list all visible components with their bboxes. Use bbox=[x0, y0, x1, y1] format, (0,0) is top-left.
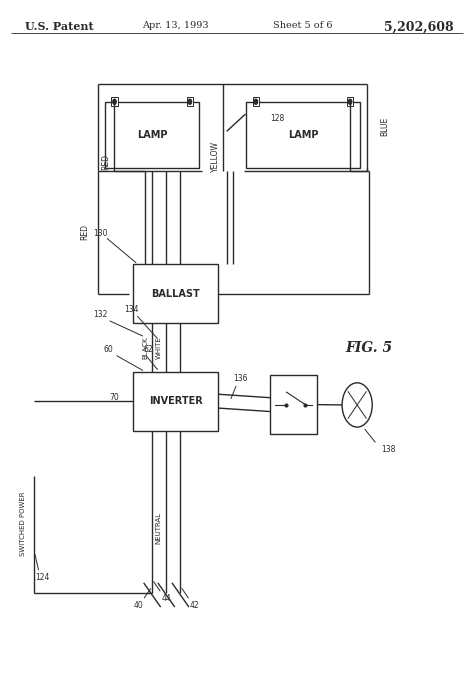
Bar bbox=[133, 372, 218, 431]
Text: WHITE: WHITE bbox=[156, 336, 162, 359]
Text: 62: 62 bbox=[144, 345, 153, 354]
Text: INVERTER: INVERTER bbox=[149, 396, 202, 406]
Bar bbox=[111, 97, 118, 106]
Text: RED: RED bbox=[101, 154, 110, 170]
Text: 42: 42 bbox=[190, 600, 200, 610]
Bar bbox=[253, 97, 259, 106]
Text: Apr. 13, 1993: Apr. 13, 1993 bbox=[142, 21, 209, 30]
Text: 60: 60 bbox=[104, 345, 114, 354]
Text: BLACK: BLACK bbox=[142, 336, 148, 359]
Bar bbox=[270, 375, 317, 434]
Text: 5,202,608: 5,202,608 bbox=[384, 21, 454, 34]
Text: NEUTRAL: NEUTRAL bbox=[155, 512, 161, 543]
Text: BLUE: BLUE bbox=[380, 116, 389, 136]
Text: RED: RED bbox=[80, 224, 89, 240]
Circle shape bbox=[348, 99, 352, 104]
Circle shape bbox=[188, 99, 191, 104]
Bar bbox=[187, 97, 193, 106]
Text: LAMP: LAMP bbox=[137, 130, 167, 140]
Text: 128: 128 bbox=[270, 115, 284, 124]
Text: BALLAST: BALLAST bbox=[151, 289, 200, 299]
Bar bbox=[246, 101, 359, 167]
Bar bbox=[347, 97, 353, 106]
Circle shape bbox=[254, 99, 257, 104]
Text: 40: 40 bbox=[134, 601, 144, 610]
Text: U.S. Patent: U.S. Patent bbox=[25, 21, 93, 32]
Text: SWITCHED POWER: SWITCHED POWER bbox=[19, 492, 26, 556]
Text: Sheet 5 of 6: Sheet 5 of 6 bbox=[273, 21, 333, 30]
Circle shape bbox=[113, 99, 116, 104]
Text: LAMP: LAMP bbox=[288, 130, 318, 140]
Text: FIG. 5: FIG. 5 bbox=[346, 341, 392, 354]
Text: 130: 130 bbox=[93, 229, 108, 238]
Text: 132: 132 bbox=[93, 310, 108, 319]
Bar bbox=[105, 101, 199, 167]
Text: 124: 124 bbox=[36, 573, 50, 582]
Text: 44: 44 bbox=[162, 594, 171, 603]
Text: 134: 134 bbox=[124, 305, 138, 314]
Text: 136: 136 bbox=[233, 375, 247, 384]
Text: 138: 138 bbox=[382, 445, 396, 454]
Bar bbox=[133, 264, 218, 323]
Text: YELLOW: YELLOW bbox=[211, 140, 220, 172]
Text: 70: 70 bbox=[109, 393, 119, 402]
